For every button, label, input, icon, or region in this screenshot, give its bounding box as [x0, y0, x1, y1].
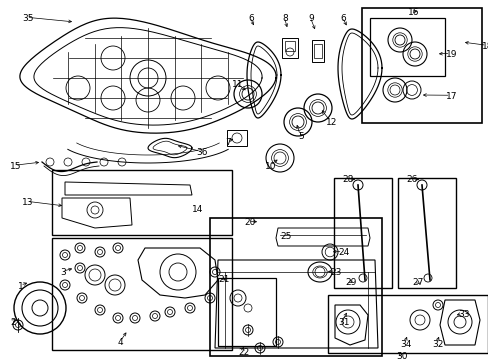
- Text: 6: 6: [247, 14, 253, 23]
- Bar: [52, 238, 231, 350]
- Bar: [282, 38, 297, 58]
- Text: 22: 22: [238, 348, 249, 357]
- Text: 33: 33: [457, 310, 468, 319]
- Bar: [218, 278, 275, 346]
- Bar: [369, 18, 444, 76]
- Text: 10: 10: [264, 162, 276, 171]
- Bar: [52, 170, 231, 235]
- Text: 17: 17: [445, 92, 457, 101]
- Text: 30: 30: [395, 352, 407, 360]
- Text: 1: 1: [18, 282, 24, 291]
- Text: 19: 19: [445, 50, 457, 59]
- Bar: [327, 295, 487, 353]
- Text: 26: 26: [405, 175, 417, 184]
- Text: 15: 15: [10, 162, 21, 171]
- Text: 36: 36: [196, 148, 207, 157]
- Bar: [209, 218, 381, 356]
- Bar: [311, 40, 324, 62]
- Text: 20: 20: [244, 218, 255, 227]
- Text: 34: 34: [399, 340, 410, 349]
- Text: 35: 35: [22, 14, 34, 23]
- Text: 2: 2: [10, 318, 16, 327]
- Text: 23: 23: [329, 268, 341, 277]
- Text: 13: 13: [22, 198, 34, 207]
- Bar: [285, 41, 294, 51]
- Bar: [313, 44, 321, 58]
- Text: 21: 21: [218, 275, 229, 284]
- Text: 25: 25: [280, 232, 291, 241]
- Text: 31: 31: [337, 318, 349, 327]
- Text: 6: 6: [339, 14, 345, 23]
- Bar: [397, 178, 455, 288]
- Text: 7: 7: [224, 138, 230, 147]
- Text: 5: 5: [297, 132, 303, 141]
- Text: 4: 4: [118, 338, 123, 347]
- Bar: [333, 178, 391, 288]
- Text: 9: 9: [307, 14, 313, 23]
- Text: 16: 16: [407, 8, 419, 17]
- Text: 12: 12: [325, 118, 337, 127]
- Text: 18: 18: [481, 42, 488, 51]
- Text: 28: 28: [341, 175, 353, 184]
- Text: 14: 14: [192, 205, 203, 214]
- Bar: [226, 130, 246, 146]
- Text: 24: 24: [337, 248, 348, 257]
- Text: 3: 3: [60, 268, 65, 277]
- Text: 27: 27: [411, 278, 423, 287]
- Text: 29: 29: [345, 278, 356, 287]
- Text: 32: 32: [431, 340, 443, 349]
- Bar: [361, 8, 481, 123]
- Text: 11: 11: [231, 80, 243, 89]
- Text: 8: 8: [282, 14, 287, 23]
